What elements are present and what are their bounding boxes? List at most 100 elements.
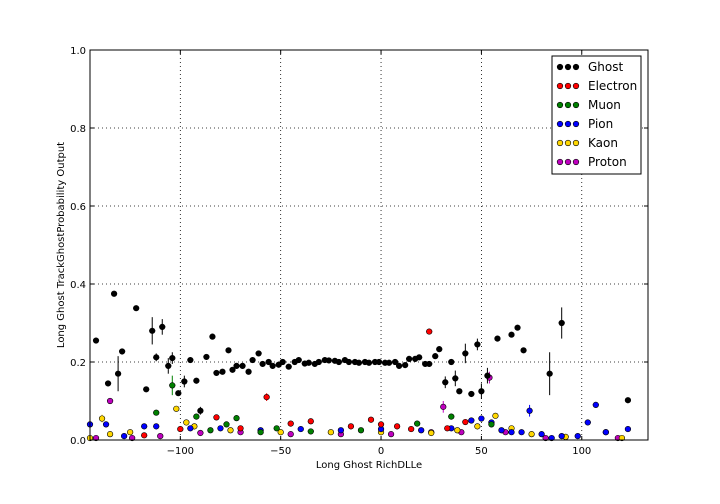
data-point (468, 417, 475, 424)
data-point (295, 356, 302, 364)
data-points (86, 290, 632, 442)
data-point (141, 432, 148, 439)
data-point (169, 355, 176, 362)
data-point (153, 409, 160, 416)
data-point (406, 355, 413, 362)
data-point (207, 427, 214, 434)
data-point (229, 366, 236, 373)
data-point (325, 357, 332, 364)
data-point (402, 362, 409, 369)
data-point (418, 427, 425, 434)
x-axis-title: Long Ghost RichDLLe (316, 460, 422, 471)
data-point (538, 431, 545, 438)
data-point (624, 425, 632, 433)
data-point (548, 434, 555, 442)
data-point (307, 428, 314, 435)
data-point (452, 375, 459, 382)
legend-marker (572, 139, 580, 147)
data-point (187, 425, 194, 432)
data-point (385, 359, 393, 366)
data-point (223, 421, 230, 428)
legend-marker (564, 101, 572, 109)
data-point (391, 358, 399, 366)
data-point (315, 358, 322, 366)
data-point (193, 377, 200, 384)
data-point (396, 362, 403, 370)
data-point (426, 328, 433, 335)
data-point (133, 305, 140, 312)
data-point (177, 425, 184, 433)
data-point (92, 337, 100, 344)
data-point (440, 403, 447, 410)
data-point (518, 429, 525, 436)
data-point (436, 346, 443, 353)
data-point (528, 431, 535, 438)
data-point (143, 386, 150, 393)
legend: Ghost Electron Muon Pion Kaon Proton (551, 55, 642, 175)
data-point (508, 429, 515, 436)
data-point (227, 427, 234, 434)
data-point (197, 429, 204, 437)
y-tick-label: 0.8 (70, 124, 86, 135)
data-point (542, 434, 549, 442)
data-point (259, 360, 266, 368)
data-point (203, 353, 210, 361)
data-point (255, 350, 262, 357)
data-point (584, 419, 591, 426)
data-point (444, 425, 451, 432)
data-point (414, 420, 421, 427)
data-point (287, 431, 294, 438)
data-point (337, 427, 344, 434)
data-point (239, 362, 246, 370)
data-point (492, 412, 499, 419)
legend-marker (564, 158, 572, 166)
legend-marker (572, 120, 580, 128)
data-point (448, 358, 455, 366)
data-point (175, 390, 182, 397)
data-point (474, 423, 481, 430)
data-point (187, 356, 194, 364)
data-point (249, 356, 256, 364)
data-point (335, 358, 342, 366)
data-point (558, 319, 565, 327)
data-point (432, 353, 439, 360)
data-point (474, 341, 481, 348)
data-point (257, 429, 264, 436)
y-tick-label: 0.6 (70, 202, 86, 213)
data-point (213, 414, 220, 421)
y-tick-label: 0.4 (70, 280, 86, 291)
data-point (416, 354, 423, 361)
data-point (115, 370, 122, 377)
data-point (119, 348, 126, 355)
data-point (233, 362, 240, 370)
legend-marker (556, 101, 564, 109)
data-point (514, 324, 521, 331)
x-tick-label: 50 (475, 446, 488, 457)
legend-marker (572, 63, 580, 71)
x-tick-label: 0 (378, 446, 384, 457)
data-point (193, 413, 200, 420)
data-point (273, 425, 280, 432)
x-tick-label: −100 (167, 446, 194, 457)
data-point (110, 290, 118, 297)
data-point (217, 425, 224, 432)
data-point (426, 360, 433, 368)
data-point (263, 394, 270, 401)
data-point (127, 429, 134, 436)
data-point (592, 401, 599, 409)
data-point (92, 434, 100, 442)
x-tick-label: 100 (572, 446, 591, 457)
data-point (345, 358, 353, 366)
data-point (462, 350, 469, 357)
data-point (602, 429, 609, 436)
data-point (169, 382, 176, 389)
data-point (287, 420, 294, 427)
legend-marker (572, 101, 580, 109)
legend-marker (556, 82, 564, 90)
legend-marker (564, 139, 572, 147)
data-point (121, 433, 128, 440)
y-tick-label: 0.0 (70, 436, 86, 447)
data-point (448, 413, 455, 420)
data-point (624, 397, 632, 404)
